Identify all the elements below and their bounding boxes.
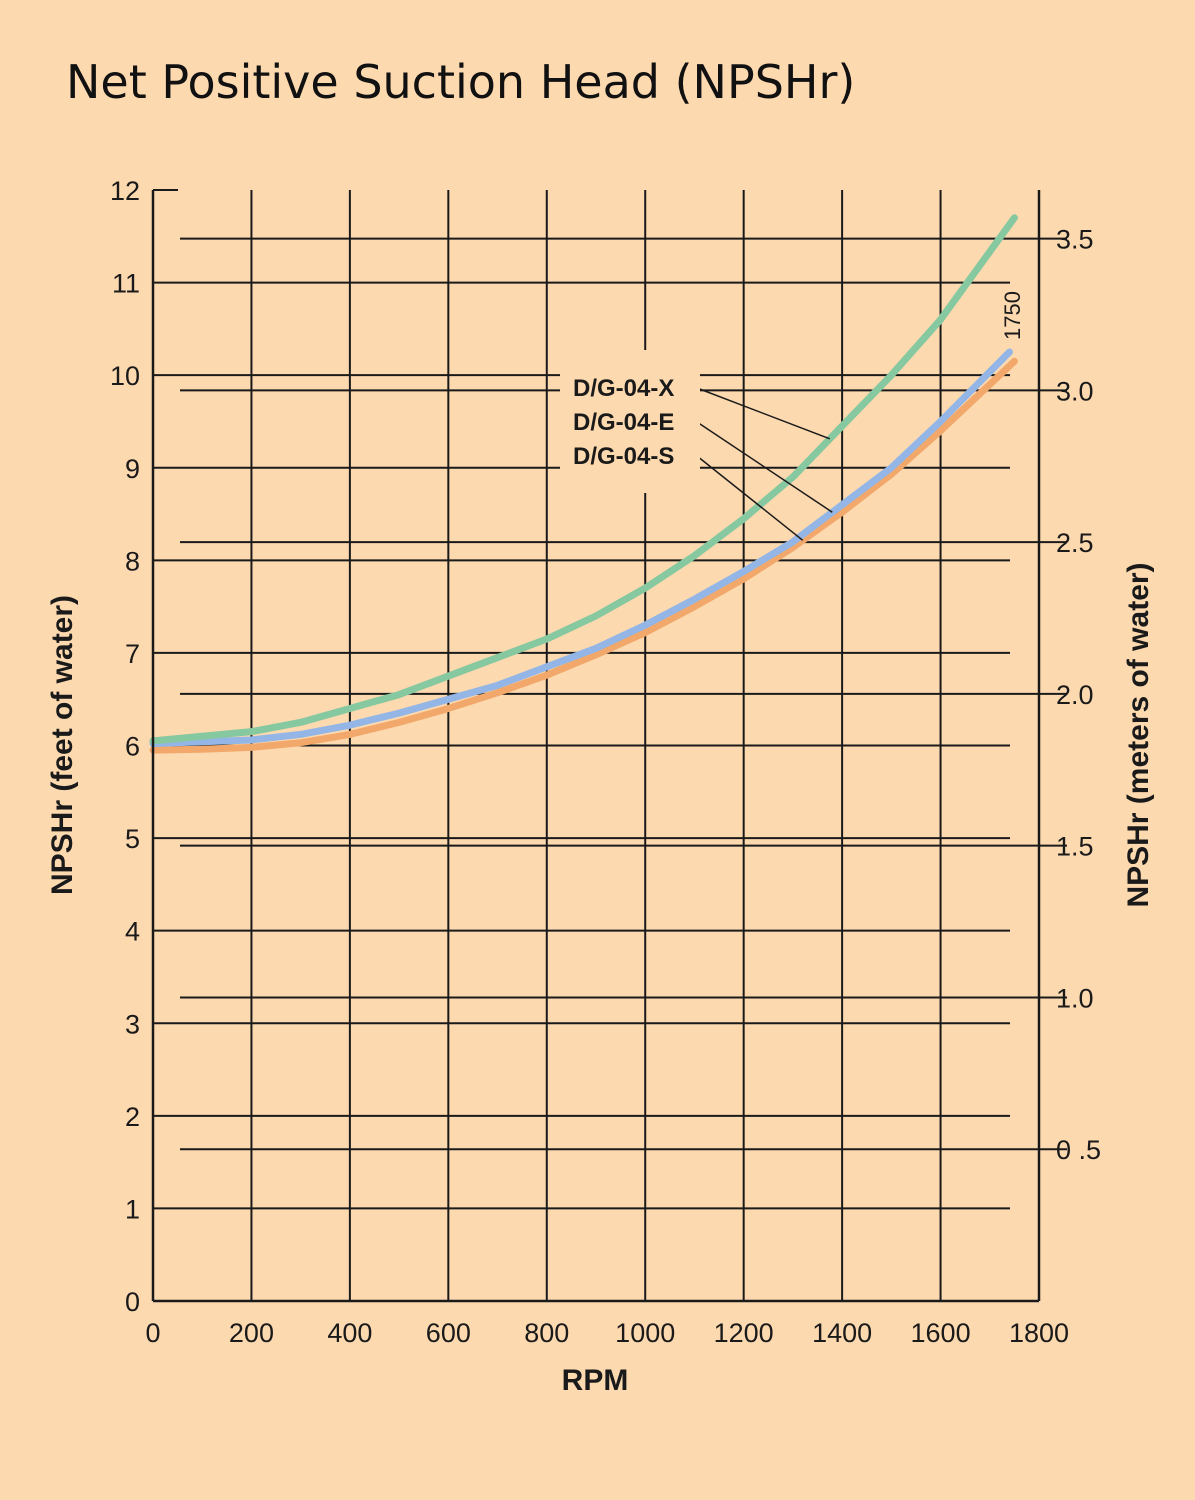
legend-label-s: D/G-04-S (573, 443, 674, 470)
x-tick-1200: 1200 (714, 1318, 774, 1348)
y-tick-6: 6 (125, 732, 140, 762)
legend-background (560, 366, 700, 472)
y2-tick-2: 2.0 (1056, 680, 1094, 710)
legend-label-x: D/G-04-X (573, 375, 674, 402)
y2-axis-label: NPSHr (meters of water) (1122, 562, 1155, 907)
y-tick-1: 1 (125, 1194, 140, 1224)
x-tick-1400: 1400 (812, 1318, 872, 1348)
x-tick-0: 0 (145, 1318, 160, 1348)
series-line-d-g-04-x (149, 214, 1018, 745)
y-tick-3: 3 (125, 1009, 140, 1039)
x-tick-400: 400 (327, 1318, 372, 1348)
y2-tick-0.5: 0 .5 (1056, 1135, 1101, 1165)
y-tick-7: 7 (125, 639, 140, 669)
x-tick-1600: 1600 (911, 1318, 971, 1348)
x-tick-labels: 0 200 400 600 800 1000 1200 1400 1600 1800 (145, 1318, 1069, 1348)
x-tick-1000: 1000 (615, 1318, 675, 1348)
y2-tick-1.5: 1.5 (1056, 832, 1094, 862)
leader-line-d-g-04-e (696, 421, 833, 513)
rpm-1750-annotation: 1750 (1000, 291, 1025, 340)
x-tick-800: 800 (524, 1318, 569, 1348)
leader-line-d-g-04-s (696, 455, 804, 541)
axes (151, 189, 1041, 1303)
y-axis-label: NPSHr (feet of water) (46, 595, 79, 895)
y2-tick-3.5: 3.5 (1056, 225, 1094, 255)
y-tick-12: 12 (110, 176, 140, 206)
legend-label-e: D/G-04-E (573, 409, 674, 436)
y-tick-4: 4 (125, 917, 140, 947)
x-tick-200: 200 (229, 1318, 274, 1348)
y-tick-8: 8 (125, 546, 140, 576)
x-tick-600: 600 (426, 1318, 471, 1348)
series-line-d-g-04-s (149, 357, 1018, 754)
legend-leader-lines (696, 387, 833, 541)
series-line-d-g-04-e (149, 348, 1013, 748)
y-tick-5: 5 (125, 824, 140, 854)
chart-title: Net Positive Suction Head (NPSHr) (66, 55, 855, 109)
y2-tick-3: 3.0 (1056, 376, 1094, 406)
y-tick-10: 10 (110, 361, 140, 391)
series-lines (149, 214, 1018, 754)
y-tick-0: 0 (125, 1287, 140, 1317)
y2-tick-1: 1.0 (1056, 983, 1094, 1013)
y-tick-9: 9 (125, 454, 140, 484)
leader-line-d-g-04-x (696, 387, 831, 440)
y-tick-2: 2 (125, 1102, 140, 1132)
x-axis-label: RPM (562, 1364, 629, 1397)
y2-tick-labels: 0 .5 1.0 1.5 2.0 2.5 3.0 3.5 (1056, 225, 1101, 1166)
y2-tick-2.5: 2.5 (1056, 528, 1094, 558)
y-tick-11: 11 (112, 269, 140, 299)
x-tick-1800: 1800 (1009, 1318, 1069, 1348)
